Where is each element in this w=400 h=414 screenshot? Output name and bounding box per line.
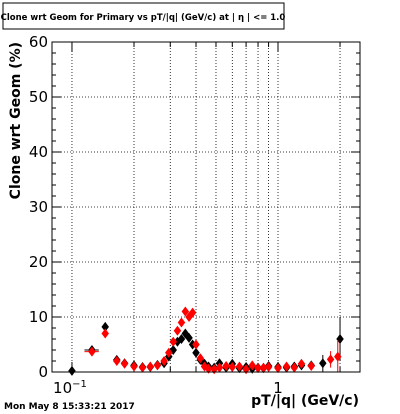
title-box bbox=[2, 2, 285, 30]
y-tick-label: 10 bbox=[29, 308, 48, 326]
data-point bbox=[185, 332, 193, 343]
timestamp: Mon May 8 15:33:21 2017 bbox=[4, 402, 135, 412]
data-point bbox=[282, 361, 291, 372]
data-point bbox=[248, 360, 257, 371]
data-point bbox=[101, 321, 109, 332]
data-point bbox=[177, 317, 186, 328]
data-point bbox=[88, 346, 96, 357]
data-point bbox=[192, 339, 200, 350]
data-point bbox=[130, 361, 138, 372]
y-tick-label: 0 bbox=[38, 363, 48, 381]
data-point bbox=[274, 363, 282, 374]
data-point bbox=[101, 328, 109, 339]
data-point bbox=[177, 334, 186, 344]
data-point bbox=[169, 336, 177, 347]
data-layer bbox=[68, 306, 344, 376]
data-point bbox=[188, 307, 197, 318]
y-axis-title: Clone wrt Geom (%) bbox=[8, 42, 24, 199]
y-tick-label: 60 bbox=[29, 33, 48, 51]
data-point bbox=[196, 353, 205, 364]
plot-frame bbox=[51, 41, 361, 373]
data-point bbox=[204, 363, 213, 374]
x-tick-label: 10−1 bbox=[53, 379, 87, 397]
y-tick-label: 30 bbox=[29, 198, 48, 216]
data-point bbox=[307, 360, 316, 371]
data-point bbox=[297, 358, 306, 369]
data-point bbox=[68, 365, 76, 376]
data-point bbox=[319, 358, 327, 369]
data-point bbox=[138, 362, 147, 373]
data-point bbox=[215, 362, 224, 373]
data-point bbox=[113, 356, 121, 366]
x-axis-title: pT/|q| (GeV/c) bbox=[251, 393, 359, 409]
data-point bbox=[165, 347, 173, 358]
data-point bbox=[264, 362, 273, 373]
data-point bbox=[290, 362, 299, 373]
data-point bbox=[146, 361, 155, 372]
data-point bbox=[160, 356, 168, 366]
data-point bbox=[222, 360, 230, 371]
data-point bbox=[334, 351, 342, 362]
data-point bbox=[235, 361, 244, 372]
data-point bbox=[173, 325, 182, 336]
chart-title: Clone wrt Geom for Primary vs pT/|q| (Ge… bbox=[1, 13, 286, 23]
y-tick-label: 40 bbox=[29, 143, 48, 161]
data-point bbox=[181, 306, 190, 317]
y-tick-label: 20 bbox=[29, 253, 48, 271]
x-tick-label: 1 bbox=[273, 379, 283, 397]
data-point bbox=[120, 358, 129, 369]
data-point bbox=[192, 347, 200, 358]
data-point bbox=[254, 363, 262, 374]
data-point bbox=[153, 360, 162, 371]
data-point bbox=[228, 362, 237, 373]
data-point bbox=[326, 354, 335, 365]
data-point bbox=[259, 362, 268, 373]
y-tick-label: 50 bbox=[29, 88, 48, 106]
grid-layer bbox=[52, 42, 360, 372]
